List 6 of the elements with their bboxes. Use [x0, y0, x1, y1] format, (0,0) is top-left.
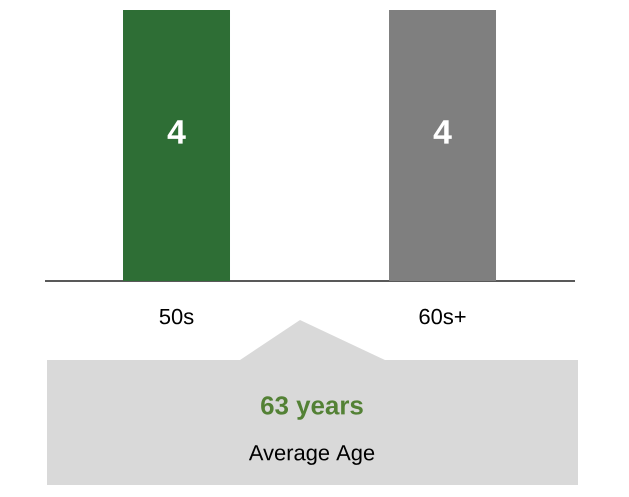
data-label: 4: [434, 120, 452, 144]
text: 63 years: [261, 396, 363, 420]
x-tick-label: 50s: [160, 308, 194, 324]
text: Average Age: [248, 445, 374, 465]
data-label: 4: [168, 120, 186, 144]
x-tick-label: 60s+: [420, 308, 466, 324]
